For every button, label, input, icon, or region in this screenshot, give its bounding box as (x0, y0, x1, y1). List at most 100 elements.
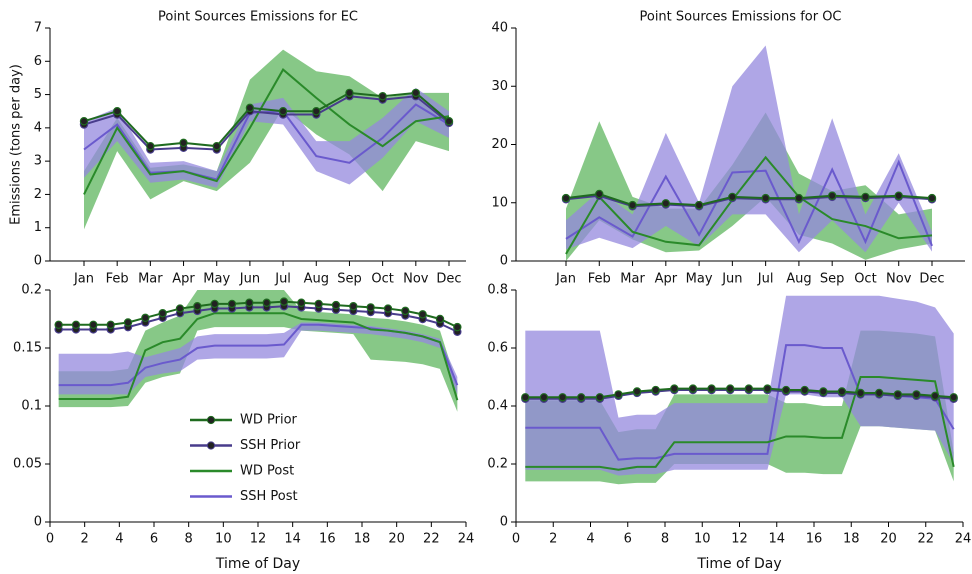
x-tick-label: 18 (843, 532, 860, 547)
x-tick-label: Dec (919, 272, 944, 287)
marker (106, 320, 115, 329)
marker (297, 298, 306, 307)
legend-label: WD Prior (240, 413, 298, 428)
marker (89, 320, 98, 329)
marker (378, 92, 387, 101)
x-tick-label: 14 (284, 532, 301, 547)
marker (435, 314, 445, 324)
x-tick-label: Jul (274, 272, 291, 287)
x-tick-label: Feb (588, 272, 611, 287)
x-tick-label: Sep (820, 272, 845, 287)
x-tick-label: Nov (886, 272, 912, 287)
marker (175, 304, 185, 313)
x-tick-label: May (203, 272, 230, 287)
marker (614, 390, 623, 399)
series-line (565, 155, 933, 255)
uncertainty-band (566, 45, 932, 253)
marker (893, 390, 903, 399)
x-tick-label: 2 (549, 532, 557, 547)
series-line (58, 312, 459, 401)
x-tick-label: 2 (81, 532, 89, 547)
marker (694, 200, 704, 210)
uncertainty-band (58, 290, 458, 412)
marker (331, 300, 341, 310)
marker (141, 313, 150, 323)
series-line (83, 68, 450, 195)
marker (763, 384, 772, 393)
marker (210, 299, 219, 309)
marker (632, 387, 642, 396)
y-tick-label: 0 (500, 515, 508, 530)
series-line (525, 376, 955, 471)
y-tick-label: 1 (34, 220, 42, 235)
x-tick-label: Mar (138, 272, 163, 287)
y-tick-label: 6 (34, 54, 42, 69)
legend-label: SSH Prior (240, 438, 301, 453)
y-tick-label: 20 (491, 137, 508, 152)
x-tick-label: Sep (337, 272, 362, 287)
y-tick-label: 0.1 (21, 399, 42, 414)
marker (837, 387, 847, 396)
marker (158, 309, 167, 318)
x-tick-label: 24 (458, 532, 475, 547)
marker (661, 199, 671, 208)
y-tick-label: 0.05 (13, 457, 42, 472)
marker (123, 318, 133, 327)
x-tick-label: Apr (655, 272, 678, 287)
marker (212, 141, 221, 151)
x-tick-label: 20 (388, 532, 405, 547)
marker (314, 299, 323, 309)
legend-label: SSH Post (240, 489, 298, 504)
y-tick-label: 10 (491, 195, 508, 210)
legend-marker (206, 441, 216, 450)
marker (912, 390, 921, 399)
x-tick-label: Nov (403, 272, 429, 287)
marker (179, 138, 188, 148)
series-line (83, 95, 450, 151)
marker (794, 193, 804, 203)
chart-title: Point Sources Emissions for EC (158, 10, 358, 25)
marker (781, 385, 791, 395)
y-tick-label: 30 (491, 79, 508, 94)
x-tick-label: 6 (624, 532, 632, 547)
y-tick-label: 0.15 (13, 341, 42, 356)
marker (383, 304, 393, 313)
x-tick-label: 22 (423, 532, 440, 547)
marker (521, 393, 530, 402)
marker (418, 310, 427, 319)
marker (827, 191, 837, 200)
marker (651, 385, 660, 395)
x-tick-label: Oct (371, 272, 393, 287)
uncertainty-band (58, 322, 458, 395)
x-tick-label: 16 (319, 532, 336, 547)
y-tick-label: 7 (34, 21, 42, 36)
y-tick-label: 0.8 (487, 283, 508, 298)
x-tick-label: 20 (880, 532, 897, 547)
x-tick-label: 22 (917, 532, 934, 547)
x-axis-label: Time of Day (696, 556, 781, 572)
y-tick-label: 0 (500, 254, 508, 269)
x-tick-label: 12 (250, 532, 267, 547)
marker (539, 393, 549, 402)
x-tick-label: Jan (555, 272, 576, 287)
series-line (83, 91, 450, 148)
y-tick-label: 4 (34, 120, 42, 135)
marker (861, 192, 870, 202)
x-tick-label: 4 (586, 532, 594, 547)
x-tick-label: Jun (239, 272, 260, 287)
y-tick-label: 0 (34, 515, 42, 530)
marker (262, 298, 271, 307)
marker (112, 107, 122, 116)
marker (856, 388, 865, 398)
x-axis-label: Time of Day (215, 556, 300, 572)
marker (670, 384, 679, 393)
marker (761, 193, 770, 203)
marker (927, 193, 937, 203)
x-tick-label: 10 (694, 532, 711, 547)
legend-label: WD Post (240, 464, 294, 479)
y-tick-label: 5 (34, 87, 42, 102)
x-tick-label: Aug (786, 272, 811, 287)
uncertainty-band (525, 295, 954, 476)
marker (561, 193, 571, 203)
